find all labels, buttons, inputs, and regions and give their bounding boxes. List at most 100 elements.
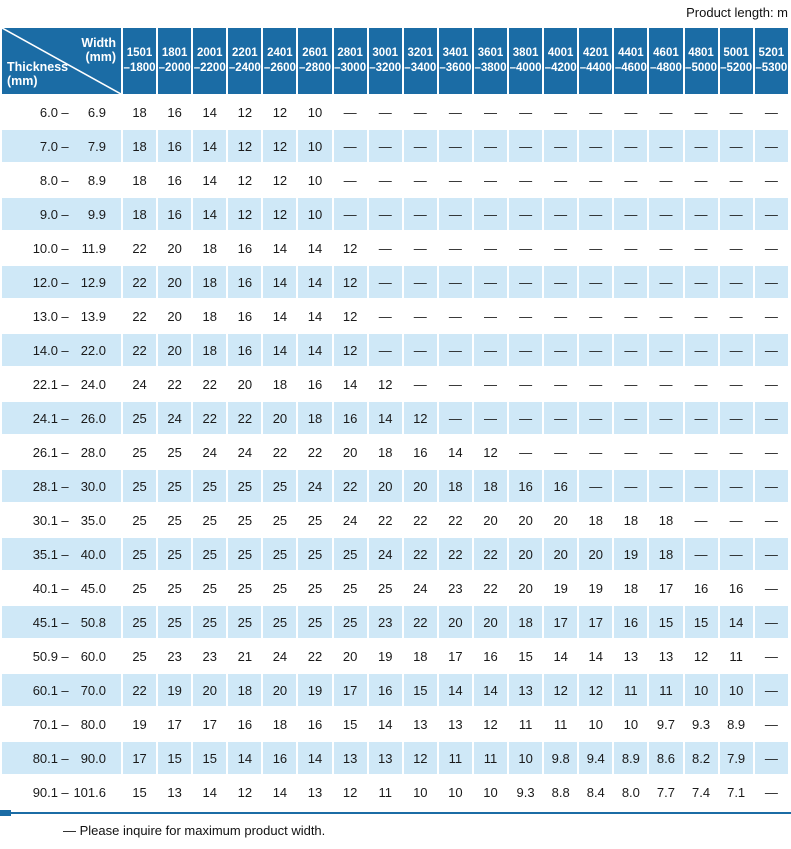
product-length-cell: 12 — [368, 368, 402, 400]
product-length-cell: 18 — [614, 572, 648, 604]
product-length-cell: — — [754, 402, 788, 434]
product-length-cell: 11 — [614, 674, 648, 706]
range-dash: – — [61, 478, 69, 494]
thickness-min: 35.1 — [32, 546, 58, 562]
thickness-min: 70.1 — [32, 716, 58, 732]
product-length-cell: 13 — [298, 776, 332, 808]
product-length-cell: 25 — [228, 470, 262, 502]
product-length-cell: — — [719, 538, 753, 570]
product-length-cell: 14 — [193, 130, 227, 162]
product-length-cell: 22 — [438, 538, 472, 570]
product-length-cell: — — [368, 232, 402, 264]
product-length-cell: 25 — [298, 606, 332, 638]
product-length-cell: — — [754, 572, 788, 604]
product-length-cell: 16 — [158, 198, 192, 230]
width-range-to: –2400 — [228, 62, 261, 74]
product-length-cell: 25 — [193, 470, 227, 502]
product-length-cell: 25 — [158, 436, 192, 468]
product-length-cell: — — [333, 164, 367, 196]
product-length-cell: 22 — [193, 402, 227, 434]
product-length-cell: — — [614, 402, 648, 434]
table-row: 9.0–9.9 18 16 14 12 12 10— — — — — — — — — — — — — — [2, 198, 788, 230]
width-column-header: 3001 –3200 — [368, 28, 402, 94]
product-length-cell: 16 — [228, 232, 262, 264]
product-length-cell: — — [509, 96, 543, 128]
width-range-to: –4000 — [509, 62, 542, 74]
product-length-cell: — — [614, 130, 648, 162]
product-length-cell: — — [544, 402, 578, 434]
product-length-cell: — — [509, 130, 543, 162]
product-length-cell: 25 — [158, 572, 192, 604]
width-column-header: 1801 –2000 — [158, 28, 192, 94]
product-length-cell: — — [684, 266, 718, 298]
product-length-unit-label: Product length: m — [686, 5, 788, 20]
product-length-cell: 20 — [473, 504, 508, 536]
product-length-cell: — — [544, 232, 578, 264]
product-length-cell: 9.3 — [684, 708, 718, 740]
product-length-cell: 23 — [158, 640, 192, 672]
product-length-cell: 15 — [684, 606, 718, 638]
product-length-cell: — — [473, 300, 508, 332]
product-length-cell: 20 — [438, 606, 472, 638]
thickness-max: 60.0 — [80, 648, 106, 664]
product-length-cell: 14 — [438, 436, 472, 468]
product-length-cell: 24 — [368, 538, 402, 570]
product-length-cell: 12 — [579, 674, 613, 706]
product-length-cell: — — [719, 198, 753, 230]
product-length-cell: 16 — [403, 436, 437, 468]
table-row: 8.0–8.9 18 16 14 12 12 10— — — — — — — — — — — — — — [2, 164, 788, 196]
product-length-cell: — — [649, 232, 683, 264]
product-length-cell: 18 — [123, 198, 157, 230]
width-range-from: 3201 — [407, 47, 434, 59]
thickness-max: 9.9 — [87, 206, 106, 222]
range-dash: – — [61, 580, 69, 596]
product-length-cell: — — [368, 164, 402, 196]
product-length-cell: 12 — [228, 776, 262, 808]
product-length-cell: 7.4 — [684, 776, 718, 808]
product-length-cell: 25 — [193, 504, 227, 536]
thickness-range-cell: 50.9–60.0 — [2, 640, 121, 672]
product-length-cell: 8.0 — [614, 776, 648, 808]
product-length-cell: — — [754, 334, 788, 366]
product-length-cell: 25 — [123, 402, 157, 434]
table-row: 80.1–90.0 17 15 15 14 16 14 13 13 12 11 11 10 9.8 9.4 8… — [2, 742, 788, 774]
product-length-cell: — — [438, 198, 472, 230]
thickness-max: 70.0 — [80, 682, 106, 698]
product-length-cell: 12 — [473, 708, 508, 740]
width-range-from: 3601 — [477, 47, 504, 59]
thickness-range-cell: 10.0–11.9 — [2, 232, 121, 264]
product-length-cell: — — [614, 198, 648, 230]
product-length-cell: — — [438, 334, 472, 366]
thickness-range-cell: 8.0– 8.9 — [2, 164, 121, 196]
product-length-cell: — — [754, 640, 788, 672]
width-range-from: 3001 — [372, 47, 398, 59]
product-length-cell: 20 — [158, 232, 192, 264]
width-range-to: –3600 — [439, 62, 472, 74]
product-length-cell: 7.1 — [719, 776, 753, 808]
product-length-cell: 18 — [649, 538, 683, 570]
product-length-cell: 20 — [158, 266, 192, 298]
width-range-from: 4801 — [688, 47, 714, 59]
product-length-cell: 14 — [263, 334, 297, 366]
product-length-cell: 18 — [368, 436, 402, 468]
range-dash: – — [61, 682, 69, 698]
width-range-from: 4001 — [547, 47, 574, 59]
product-length-cell: 18 — [263, 368, 297, 400]
product-length-cell: 22 — [473, 538, 508, 570]
thickness-min: 12.0 — [32, 274, 58, 290]
product-length-cell: 10 — [719, 674, 753, 706]
product-length-cell: 15 — [333, 708, 367, 740]
product-length-cell: — — [579, 198, 613, 230]
width-range-to: –2600 — [263, 62, 296, 74]
thickness-max: 22.0 — [80, 342, 106, 358]
product-length-cell: — — [649, 402, 683, 434]
product-length-cell: — — [754, 742, 788, 774]
width-range-to: –2200 — [193, 62, 226, 74]
product-length-cell: 14 — [298, 266, 332, 298]
thickness-max: 90.0 — [80, 750, 106, 766]
product-length-cell: — — [754, 368, 788, 400]
width-range-to: –5000 — [685, 62, 718, 74]
product-length-cell: 14 — [228, 742, 262, 774]
product-length-cell: 25 — [123, 640, 157, 672]
product-length-cell: 25 — [228, 538, 262, 570]
